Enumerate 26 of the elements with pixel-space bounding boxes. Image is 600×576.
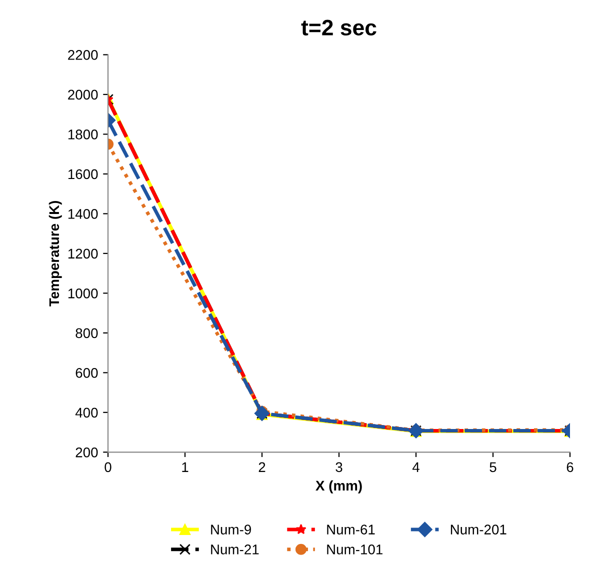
y-tick-label: 1200 [68,248,98,259]
y-axis-title: Temperature (K) [48,201,62,306]
x-tick-label: 4 [412,462,420,472]
x-tick-label: 2 [258,462,266,472]
y-tick-label: 200 [76,447,98,458]
x-tick-label: 5 [490,462,496,472]
y-tick-label: 600 [76,368,98,378]
legend-label: Num-61 [327,524,375,534]
legend-label: Num-101 [327,544,382,554]
legend-label: Num-9 [211,524,251,534]
x-tick-label: 3 [336,462,342,472]
y-tick-label: 2200 [68,50,98,60]
y-tick-label: 1400 [68,209,98,219]
y-tick-label: 400 [75,408,98,418]
y-tick-label: 1000 [68,288,98,298]
x-tick-label: 6 [566,462,574,472]
x-tick-label: 1 [182,462,188,472]
x-tick-label: 0 [104,462,112,472]
x-axis-title: X (mm) [316,480,362,494]
chart-title: t=2 sec [301,20,376,36]
y-tick-label: 1600 [68,169,98,180]
legend-label: Num-201 [450,524,506,534]
y-tick-label: 800 [76,328,98,338]
legend-label: Num-21 [211,544,259,554]
y-tick-label: 1800 [68,130,98,140]
y-tick-label: 2000 [68,90,98,100]
